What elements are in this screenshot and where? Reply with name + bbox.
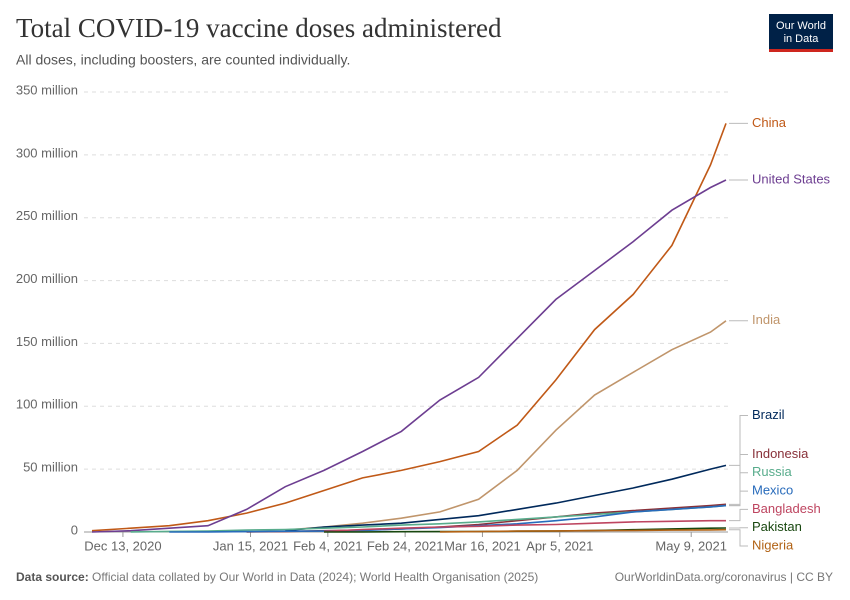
source-label: Data source:	[16, 570, 89, 584]
legend-label: Nigeria	[752, 537, 794, 552]
legend-label: Indonesia	[752, 446, 809, 461]
y-tick-label: 350 million	[16, 82, 78, 97]
label-connector	[729, 490, 748, 507]
series-line	[285, 320, 727, 531]
x-tick-label: Feb 4, 2021	[293, 538, 362, 553]
label-connector	[729, 472, 748, 507]
source-text: Official data collated by Our World in D…	[92, 570, 538, 584]
logo-box	[769, 14, 833, 50]
x-tick-label: Dec 13, 2020	[84, 538, 161, 553]
y-tick-label: 50 million	[23, 460, 78, 475]
chart-title: Total COVID-19 vaccine doses administere…	[16, 13, 502, 43]
legend-label: United States	[752, 171, 831, 186]
series-line	[91, 123, 727, 532]
legend-label: China	[752, 115, 787, 130]
logo[interactable]: Our World in Data	[769, 14, 833, 52]
logo-bar	[769, 49, 833, 52]
series-line	[91, 179, 727, 533]
y-tick-label: 300 million	[16, 145, 78, 160]
logo-text: Our World	[776, 20, 826, 32]
y-tick-label: 150 million	[16, 334, 78, 349]
x-tick-label: May 9, 2021	[655, 538, 727, 553]
footer-url[interactable]: OurWorldinData.org/coronavirus | CC BY	[615, 570, 833, 584]
legend-label: Russia	[752, 464, 793, 479]
footer-source: Data source: Official data collated by O…	[16, 570, 538, 584]
x-tick-label: Jan 15, 2021	[213, 538, 288, 553]
x-tick-label: Apr 5, 2021	[526, 538, 593, 553]
label-connector	[729, 529, 748, 547]
series-line	[439, 528, 727, 533]
legend-label: India	[752, 312, 781, 327]
chart-subtitle: All doses, including boosters, are count…	[16, 52, 350, 68]
series-line	[323, 519, 726, 533]
series-line	[285, 464, 727, 532]
legend-label: Pakistan	[752, 519, 802, 534]
label-connector	[729, 415, 748, 466]
legend-label: Mexico	[752, 483, 793, 498]
legend-label: Brazil	[752, 407, 785, 422]
label-connector	[729, 508, 748, 522]
logo-text: in Data	[784, 33, 820, 45]
legend-label: Bangladesh	[752, 501, 821, 516]
y-tick-label: 250 million	[16, 208, 78, 223]
y-tick-label: 0	[71, 522, 78, 537]
x-tick-label: Feb 24, 2021	[367, 538, 444, 553]
x-tick-label: Mar 16, 2021	[444, 538, 521, 553]
y-tick-label: 100 million	[16, 397, 78, 412]
y-tick-label: 200 million	[16, 271, 78, 286]
label-connector	[729, 454, 748, 505]
